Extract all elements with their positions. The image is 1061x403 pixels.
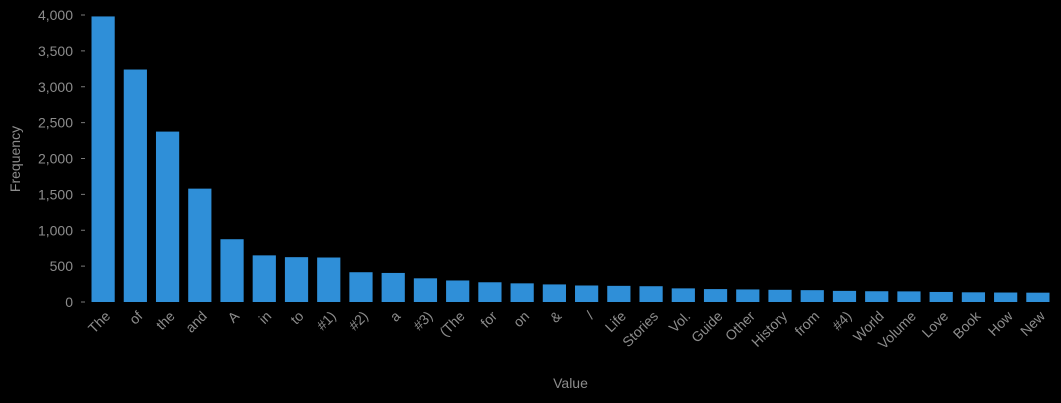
y-tick-label: 0 (65, 294, 73, 310)
bar (413, 278, 438, 302)
bar (575, 285, 599, 302)
x-tick-label: Vol. (666, 308, 694, 336)
bar (800, 290, 824, 302)
x-tick-label: and (182, 308, 210, 336)
x-tick-label: (The (436, 308, 468, 340)
x-tick-label: How (985, 307, 1017, 339)
x-tick-label: A (224, 307, 242, 325)
x-tick-label: Love (919, 308, 952, 341)
bar (703, 289, 728, 302)
bar (929, 291, 953, 302)
y-tick-label: 3,000 (38, 79, 73, 95)
bar (220, 239, 244, 302)
x-axis-title: Value (553, 375, 588, 391)
bar (123, 69, 147, 302)
bar (284, 257, 309, 302)
x-tick-label: Stories (619, 308, 661, 350)
bar (639, 286, 663, 302)
bar (446, 280, 470, 302)
x-tick-label: on (510, 308, 532, 330)
x-tick-label: #4) (829, 308, 855, 334)
bar (381, 272, 405, 302)
x-tick-label: in (255, 308, 274, 327)
bar (317, 257, 341, 302)
bar (736, 289, 760, 302)
bar (349, 272, 373, 302)
bar (510, 283, 534, 302)
bar (607, 285, 631, 302)
x-tick-label: Book (950, 307, 985, 342)
y-tick-label: 2,500 (38, 115, 73, 131)
x-tick-label: #3) (410, 308, 436, 334)
y-tick-label: 500 (50, 258, 74, 274)
bar (961, 292, 986, 302)
bar (252, 255, 276, 302)
x-tick-label: Guide (688, 308, 726, 346)
x-tick-label: New (1017, 307, 1049, 339)
bar (478, 282, 502, 302)
bar (671, 288, 695, 302)
y-tick-label: 1,000 (38, 222, 73, 238)
x-tick-label: the (153, 308, 178, 333)
bars (91, 16, 1050, 303)
bar (1026, 292, 1050, 302)
bar (865, 291, 889, 302)
x-tick-label: a (387, 308, 404, 325)
bar (542, 284, 566, 302)
bar (768, 289, 792, 302)
y-tick-label: 3,500 (38, 43, 73, 59)
bar (994, 292, 1018, 302)
x-tick-label: from (791, 308, 822, 339)
bar (91, 16, 115, 303)
x-tick-label: Life (602, 308, 629, 335)
x-tick-label: to (287, 308, 307, 328)
x-tick-label: of (126, 308, 146, 328)
x-tick-label: History (748, 308, 790, 350)
bar (155, 131, 180, 302)
x-tick-label: The (85, 308, 114, 337)
y-tick-label: 1,500 (38, 186, 73, 202)
x-tick-label: for (477, 308, 500, 331)
y-axis: 0 500 1,000 1,500 2,000 2,500 3,000 3,500 4,000 (38, 7, 85, 310)
x-tick-label: #1) (313, 308, 339, 334)
y-tick-label: 4,000 (38, 7, 73, 23)
bar (188, 188, 212, 302)
x-tick-label: & (547, 307, 565, 325)
x-tick-label: / (583, 308, 597, 322)
x-tick-label: #2) (345, 308, 371, 334)
y-axis-title: Frequency (7, 126, 23, 192)
bar (832, 290, 857, 302)
y-tick-label: 2,000 (38, 151, 73, 167)
bar (897, 291, 921, 302)
